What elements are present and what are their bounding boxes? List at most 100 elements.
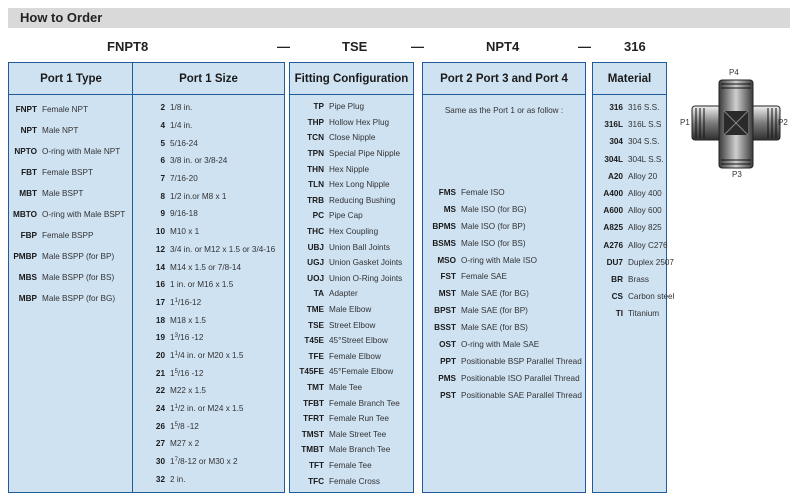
fitting-config-row-desc: Female Elbow — [324, 352, 381, 361]
port1-size-row-desc-text: 1/4 in. — [170, 121, 193, 131]
material-row-desc: Alloy C276 — [623, 241, 668, 250]
material-row-desc-text: Brass — [628, 274, 649, 284]
port1-size-row: 24 11/2 in. or M24 x 1.5 — [133, 400, 285, 418]
port-label-p2: P2 — [778, 118, 788, 127]
port1-type-row: FBP Female BSPP — [9, 225, 132, 246]
port1-size-row-desc: 2 in. — [165, 475, 185, 484]
fitting-config-row-desc: Hex Nipple — [324, 165, 369, 174]
fitting-config-row-desc: Reducing Bushing — [324, 196, 395, 205]
fitting-config-row-desc: Male Tee — [324, 383, 362, 392]
fitting-config-row-code: TFBT — [303, 398, 324, 408]
port1-type-row-code: FBT — [21, 168, 37, 177]
material-row: DU7 Duplex 2507 — [593, 254, 674, 271]
port1-type-row-desc-text: O-ring with Male NPT — [42, 147, 121, 156]
fitting-config-row: TA Adapter — [290, 286, 413, 302]
port234-row-desc-text: Female ISO — [461, 187, 505, 197]
port1-size-row-desc-tail: /8 -12 — [177, 421, 199, 431]
port1-size-row-desc-text: 7/16-20 — [170, 174, 198, 184]
fitting-config-row: PC Pipe Cap — [290, 208, 413, 224]
port1-size-row: 7 7/16-20 — [133, 170, 285, 188]
fitting-config-row-code: THN — [307, 164, 324, 174]
port1-size-row-desc: 3/8 in. or 3/8-24 — [165, 156, 227, 165]
material-row-code: 304L — [604, 154, 623, 164]
port234-row-desc-text: Positionable BSP Parallel Thread — [461, 356, 582, 366]
port1-size-row: 16 1 in. or M16 x 1.5 — [133, 276, 285, 294]
material-row: 316L 316L S.S — [593, 116, 666, 133]
port234-row-desc-text: Male SAE (for BS) — [461, 323, 528, 333]
port1-size-row: 18 M18 x 1.5 — [133, 311, 285, 329]
fitting-config-row-code: TFT — [308, 460, 324, 470]
material-header: Material — [593, 63, 666, 95]
fitting-config-row: TMBT Male Branch Tee — [290, 442, 413, 458]
port1-size-row: 27 M27 x 2 — [133, 435, 285, 453]
port1-size-row-code: 12 — [155, 244, 165, 254]
fitting-config-row: TRB Reducing Bushing — [290, 193, 413, 209]
fitting-config-row-desc-text: Female Branch Tee — [329, 398, 400, 408]
port234-row-desc-text: Female SAE — [461, 272, 507, 282]
fitting-config-row-code: UOJ — [307, 273, 324, 283]
port1-size-row: 8 1/2 in.or M8 x 1 — [133, 187, 285, 205]
port1-size-row-code: 32 — [155, 474, 165, 484]
material-row: 304L 304L S.S. — [593, 151, 666, 168]
fitting-config-row-desc-text: Male Street Tee — [329, 429, 387, 439]
fitting-config-row-desc: Union Ball Joints — [324, 243, 390, 252]
material-row-desc: 316 S.S. — [623, 103, 659, 112]
material-row-desc: 316L S.S — [623, 120, 661, 129]
port1-size-row-desc-text: 1 — [170, 297, 175, 307]
port234-row-code: MS — [443, 204, 456, 214]
port1-type-row-desc: O-ring with Male BSPT — [37, 210, 125, 219]
port1-size-row-code: 18 — [155, 315, 165, 325]
port1-size-row: 5 5/16-24 — [133, 134, 285, 152]
port1-size-row-code: 4 — [160, 121, 165, 131]
section-title: How to Order — [20, 10, 103, 25]
port234-row-desc: Positionable BSP Parallel Thread — [456, 357, 582, 366]
port234-row: MSO O-ring with Male ISO — [423, 252, 585, 269]
material-row: A276 Alloy C276 — [593, 237, 668, 254]
fitting-config-row-desc-text: Close Nipple — [329, 133, 376, 143]
port1-size-row: 32 2 in. — [133, 470, 285, 488]
port1-size-row-desc-tail: /16 -12 — [177, 368, 204, 378]
port1-size-row-desc: M14 x 1.5 or 7/8-14 — [165, 263, 241, 272]
material-row-desc: 304L S.S. — [623, 155, 664, 164]
fitting-config-row-desc-text: Male Branch Tee — [329, 445, 391, 455]
port1-type-row-desc-text: Female NPT — [42, 105, 88, 114]
port234-row-code: PMS — [438, 373, 456, 383]
column-divider — [132, 63, 133, 492]
port1-size-row: 12 3/4 in. or M12 x 1.5 or 3/4-16 — [133, 241, 285, 259]
fitting-config-row-code: T45E — [304, 336, 324, 346]
port1-type-row: MBP Male BSPP (for BG) — [9, 288, 132, 309]
port1-size-row: 22 M22 x 1.5 — [133, 382, 285, 400]
port1-size-row-desc: 1 in. or M16 x 1.5 — [165, 280, 233, 289]
port1-type-row: MBT Male BSPT — [9, 183, 132, 204]
port234-row-code: PPT — [440, 356, 456, 366]
port1-size-row-desc-tail: /4 in. or M20 x 1.5 — [177, 350, 244, 360]
port1-size-row-desc-text: 1 — [170, 404, 175, 414]
material-row-code: TI — [615, 309, 623, 319]
material-row: BR Brass — [593, 271, 666, 288]
port234-row-desc-text: Positionable ISO Parallel Thread — [461, 373, 580, 383]
port234-row-desc: Female SAE — [456, 272, 507, 281]
port234-row-desc-text: O-ring with Male ISO — [461, 255, 537, 265]
fitting-config-row: TFC Female Cross — [290, 473, 413, 489]
material-row-desc: Alloy 20 — [623, 172, 657, 181]
order-code-material: 316 — [624, 39, 646, 54]
port1-size-row: 10 M10 x 1 — [133, 223, 285, 241]
port1-type-row-code: NPT — [20, 126, 37, 135]
fitting-config-row: TMT Male Tee — [290, 380, 413, 396]
port234-row: OST O-ring with Male SAE — [423, 336, 585, 353]
fitting-config-row-desc-text: Street Elbow — [329, 320, 376, 330]
port234-row-code: BPST — [434, 306, 456, 316]
port1-size-row-code: 14 — [155, 262, 165, 272]
port1-size-row-desc: 11/4 in. or M20 x 1.5 — [165, 351, 243, 360]
port234-list: FMS Female ISO MS Male ISO (for BG) BPMS Male… — [423, 184, 585, 404]
port234-row-desc: Female ISO — [456, 188, 505, 197]
material-row: TI Titanium — [593, 305, 666, 322]
port1-size-row-code: 27 — [155, 439, 165, 449]
port1-type-list: FNPT Female NPT NPT Male NPT NPTO O-ring with… — [9, 99, 132, 309]
port1-size-row: 6 3/8 in. or 3/8-24 — [133, 152, 285, 170]
fitting-config-row-code: UGJ — [307, 258, 324, 268]
port234-row-code: PST — [440, 390, 456, 400]
material-title: Material — [607, 72, 652, 85]
port1-size-row-code: 30 — [155, 457, 165, 467]
fitting-config-row-code: TRB — [307, 195, 324, 205]
